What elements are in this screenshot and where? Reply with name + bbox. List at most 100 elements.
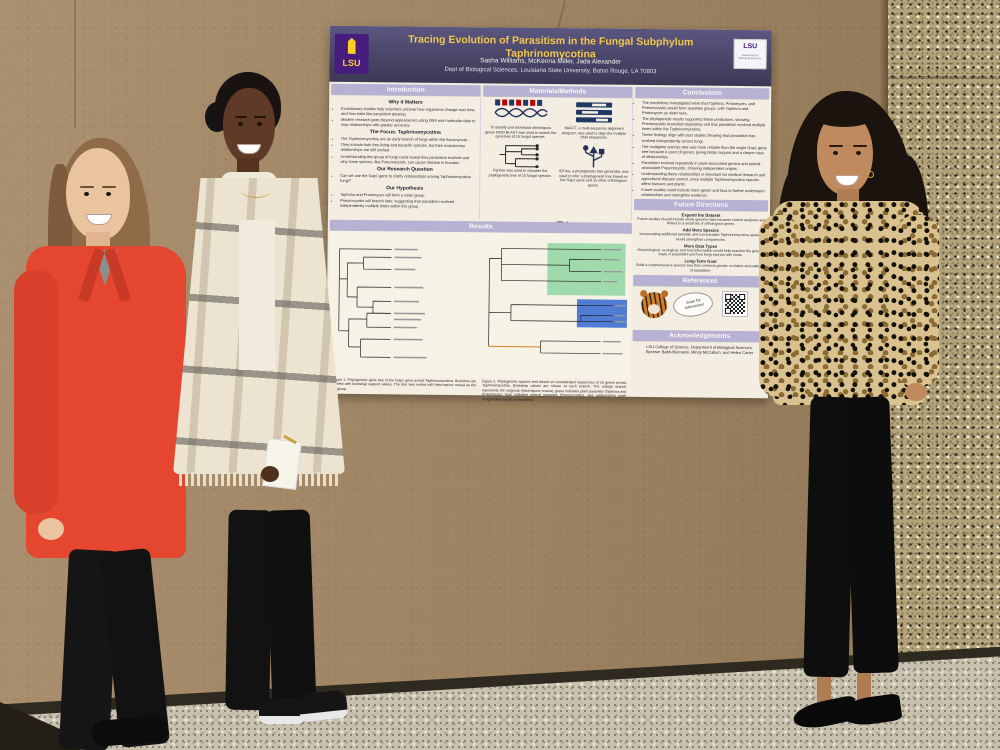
tiger-ear-icon <box>661 289 669 298</box>
mafft-caption: MAFFT, a multi-sequence alignment progra… <box>561 126 627 140</box>
intro-bullet: They include both free-living and parasi… <box>341 142 476 154</box>
intro-bullet: Understanding this group of fungi could … <box>340 153 475 165</box>
future-sub-text: Incorporating additional parasitic and n… <box>639 232 763 242</box>
ankle <box>817 677 831 705</box>
future-sub-text: Build a comprehensive species tree that … <box>636 263 765 273</box>
caption-row: Figure 1. Phylogenetic gene tree of the … <box>328 377 630 404</box>
research-poster: LSU Tracing Evolution of Parasitism in t… <box>326 25 772 401</box>
dna-sequence-icon <box>485 98 557 125</box>
eyebrow <box>102 186 116 188</box>
lsu-logo-subtext: Department of Biological Sciences <box>738 54 762 61</box>
blast-step: To identify and download orthologous gen… <box>485 98 557 140</box>
intro-bullet: Modern research goes beyond appearances … <box>341 117 476 129</box>
intro-bullet: Pneumocystis will branch later, suggesti… <box>340 198 475 210</box>
face-left-person <box>66 148 130 240</box>
blouse-arm <box>759 215 799 397</box>
eye <box>833 151 838 155</box>
wall-seam <box>74 0 76 128</box>
mafft-step: MAFFT, a multi-sequence alignment progra… <box>558 99 630 141</box>
qr-finder <box>725 293 732 300</box>
lsu-logo-text: LSU <box>743 43 758 51</box>
future-sub-text: Morphological, ecological, and host info… <box>637 247 764 258</box>
person-right-figure <box>755 85 1000 750</box>
sneaker <box>259 698 305 724</box>
right-column: Conclusions The predictions investigated… <box>632 86 770 393</box>
eye <box>84 192 89 196</box>
shawl-front-panel <box>239 220 275 370</box>
blazer-arm <box>14 270 58 514</box>
eye <box>106 192 111 196</box>
results-section: Results <box>328 219 632 401</box>
eyebrow <box>853 145 867 147</box>
eye <box>238 122 243 126</box>
iqtree-caption: IQTree, a phylogenetic tree generator, w… <box>558 168 629 188</box>
speech-bubble: Scan for references! <box>671 289 715 319</box>
hand <box>261 466 279 482</box>
sneaker-sole <box>259 716 305 724</box>
necklace <box>241 182 271 198</box>
figure2-caption: Figure 2. Phylogenetic species tree base… <box>482 379 627 402</box>
acknowledgements-text: LSU College of Science, Department of Bi… <box>645 343 754 356</box>
tiger-ear-icon <box>640 289 648 297</box>
figtree-caption: FigTree was used to visualize the phylog… <box>488 168 552 178</box>
granite-mortar-line <box>888 76 1000 79</box>
scan-label: Scan for references! <box>683 296 705 310</box>
shawl-fringe <box>179 472 339 486</box>
intro-bullet: Evolutionary studies help scientists unc… <box>341 106 476 118</box>
sneaker-sole <box>299 709 349 723</box>
sneaker <box>297 689 349 723</box>
qr-code-icon <box>721 290 749 317</box>
hand <box>905 383 927 401</box>
conclusion-bullet: The predictions investigated were that T… <box>642 100 768 117</box>
pant-leg <box>844 396 899 674</box>
methods-column: Materials/Methods To identify and downlo… <box>481 85 634 288</box>
acknowledgements-header: Acknowledgements <box>632 329 767 343</box>
eye <box>257 122 262 126</box>
conclusion-bullet: Future studies could include more genes … <box>641 187 767 198</box>
poster-header-band: LSU Tracing Evolution of Parasitism in t… <box>329 25 772 87</box>
iqtree-step: IQTree, a phylogenetic tree generator, w… <box>558 142 630 188</box>
intro-bullet: Can we use the Gap1 gene to clarify rela… <box>340 173 475 185</box>
paper-in-hand <box>262 438 302 490</box>
eyebrow <box>254 116 266 118</box>
qr-finder <box>724 307 732 314</box>
future-directions-header: Future Directions <box>634 199 769 212</box>
tiger-icon <box>640 289 669 319</box>
eyebrow <box>235 116 247 118</box>
poster-affiliation: Dept of Biological Sciences, Louisiana S… <box>444 66 657 76</box>
pant-leg <box>265 509 317 707</box>
conclusion-bullet: Parasitism evolved repeatedly in plant-a… <box>641 160 767 171</box>
person-middle-figure <box>165 70 360 750</box>
alignment-bars-icon <box>558 99 630 126</box>
figtree-step: FigTree was used to visualize the phylog… <box>484 141 556 187</box>
ankle <box>857 673 871 701</box>
references-header: References <box>633 274 768 288</box>
lsu-logo-text: LSU <box>342 57 361 69</box>
eye <box>856 151 861 155</box>
hair-fringe <box>811 101 877 127</box>
lsu-department-logo-icon: LSU Department of Biological Sciences <box>733 38 767 70</box>
results-figures <box>328 230 632 380</box>
blast-caption: To identify and download orthologous gen… <box>484 125 557 140</box>
lsu-logo-icon: LSU <box>334 33 369 75</box>
qr-finder <box>739 293 746 300</box>
bell-tower-icon <box>348 38 356 54</box>
conclusions-header: Conclusions <box>635 86 770 100</box>
person-left-figure <box>0 130 212 750</box>
hand <box>38 518 64 540</box>
blouse-arm <box>897 215 939 387</box>
gene-tree-figure <box>338 248 427 359</box>
neck <box>237 158 259 176</box>
conclusion-bullet: The multigene species tree was more reli… <box>642 144 768 161</box>
references-content: Scan for references! <box>637 288 763 329</box>
eyebrow <box>829 145 843 147</box>
eyebrow <box>80 186 94 188</box>
conclusion-bullet: These findings align with past studies s… <box>642 132 768 143</box>
conclusion-bullet: Understanding these relationships is imp… <box>641 171 767 188</box>
hoop-earring <box>867 171 874 178</box>
conclusion-bullet: The phylogenetic results supported these… <box>642 116 768 133</box>
usb-branch-icon <box>558 142 630 169</box>
tree-diagram-icon <box>484 141 556 168</box>
future-sub-text: Future studies should include whole geno… <box>637 216 765 227</box>
